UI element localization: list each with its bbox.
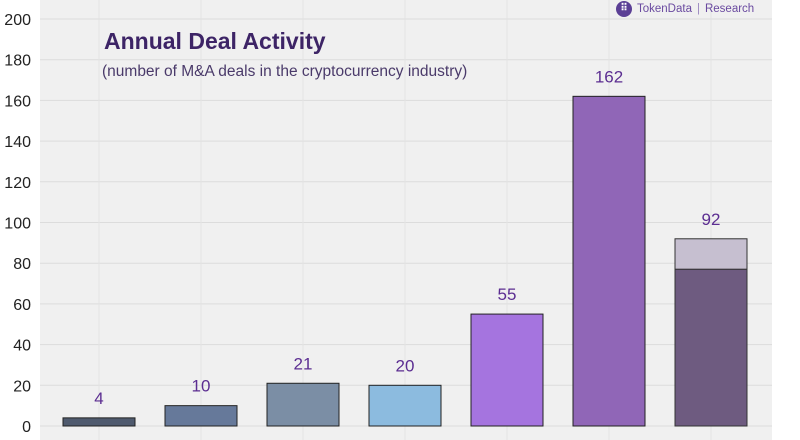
- bar: [368, 384, 442, 427]
- y-tick-label: 120: [4, 175, 31, 192]
- bar-value-label: 21: [294, 354, 313, 373]
- bar: [266, 382, 340, 427]
- brand-section: Research: [704, 3, 755, 15]
- y-tick-label: 180: [4, 53, 31, 70]
- bar-lower-segment: [674, 268, 748, 427]
- bar: [164, 405, 238, 427]
- bar-value-label: 4: [94, 389, 103, 408]
- bar-value-label: 20: [396, 356, 415, 375]
- plot-background: [40, 0, 772, 440]
- tokendata-logo-icon: ⠿: [616, 1, 632, 17]
- y-tick-label: 20: [13, 378, 31, 395]
- brand-name: TokenData: [637, 3, 692, 15]
- grid-lines: [40, 0, 772, 440]
- data-labels: 4 10 21 20 55 162 92: [94, 67, 720, 408]
- bars: [62, 95, 748, 427]
- bar-value-label: 92: [702, 210, 721, 229]
- chart-subtitle: (number of M&A deals in the cryptocurren…: [102, 63, 468, 80]
- y-tick-label: 0: [22, 419, 31, 436]
- y-tick-label: 160: [4, 93, 31, 110]
- y-tick-label: 40: [13, 338, 31, 355]
- bar-value-label: 55: [498, 285, 517, 304]
- bar: [572, 95, 646, 427]
- bar: [62, 417, 136, 427]
- y-tick-label: 100: [4, 216, 31, 233]
- brand-badge: ⠿ TokenData | Research: [616, 0, 754, 18]
- bar: [470, 313, 544, 427]
- y-tick-label: 200: [4, 12, 31, 29]
- bar-value-label: 162: [595, 67, 623, 86]
- y-tick-label: 60: [13, 297, 31, 314]
- y-tick-label: 140: [4, 134, 31, 151]
- y-tick-label: 80: [13, 256, 31, 273]
- bar-upper-segment: [674, 238, 748, 270]
- y-axis: 0 20 40 60 80 100 120 140 160 180 200: [4, 12, 31, 436]
- bar-value-label: 10: [192, 377, 211, 396]
- brand-separator: |: [696, 3, 700, 15]
- chart-title: Annual Deal Activity: [104, 28, 326, 54]
